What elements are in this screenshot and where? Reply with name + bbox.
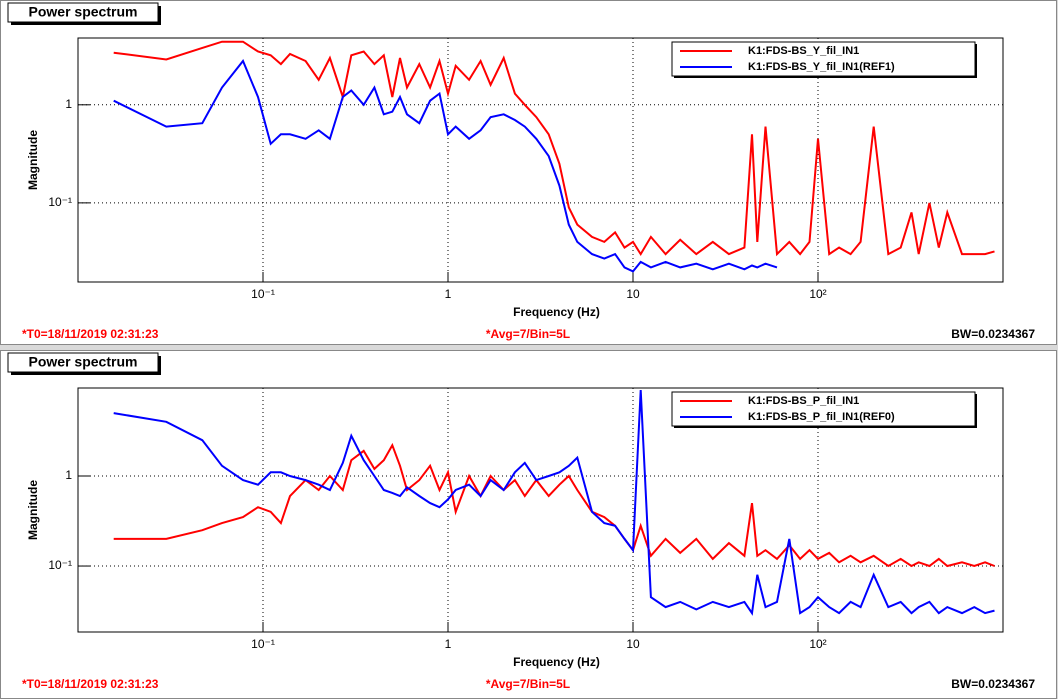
x-tick-label: 10 — [626, 637, 640, 651]
y-tick-label: 10⁻¹ — [48, 195, 72, 209]
footer-note: BW=0.0234367 — [951, 677, 1035, 691]
plot-area — [78, 388, 1003, 632]
footer-note: *Avg=7/Bin=5L — [486, 327, 570, 341]
plot-frame — [77, 387, 1004, 633]
panel: Power spectrum 10⁻¹ 1 10 10² 10⁻¹ 1 K1:FDS-BS_Y… — [0, 0, 1057, 345]
y-tick-label: 10⁻¹ — [48, 558, 72, 572]
footer-note: *T0=18/11/2019 02:31:23 — [22, 327, 159, 341]
x-tick-label: 10⁻¹ — [251, 287, 275, 301]
title-box — [7, 2, 159, 23]
legend-label: K1:FDS-BS_P_fil_IN1(REF0) — [748, 411, 895, 423]
x-tick-label: 1 — [445, 637, 452, 651]
series-line — [113, 390, 995, 616]
x-tick-label: 10² — [809, 637, 826, 651]
x-tick-label: 10⁻¹ — [251, 637, 275, 651]
x-axis-label: Frequency (Hz) — [513, 655, 600, 669]
legend-label: K1:FDS-BS_Y_fil_IN1 — [748, 45, 859, 57]
plot-area — [78, 38, 1003, 282]
y-tick-label: 1 — [65, 97, 72, 111]
x-tick-label: 10² — [809, 287, 826, 301]
legend-box — [671, 391, 976, 427]
legend-label: K1:FDS-BS_Y_fil_IN1(REF1) — [748, 61, 895, 73]
chart-title: Power spectrum — [29, 354, 138, 370]
x-axis-label: Frequency (Hz) — [513, 305, 600, 319]
footer-note: *T0=18/11/2019 02:31:23 — [22, 677, 159, 691]
y-tick-label: 1 — [65, 468, 72, 482]
footer-note: *Avg=7/Bin=5L — [486, 677, 570, 691]
series-line — [113, 59, 778, 273]
chart-title: Power spectrum — [29, 4, 138, 20]
y-axis-label: Magnitude — [26, 130, 40, 190]
legend-label: K1:FDS-BS_P_fil_IN1 — [748, 395, 859, 407]
panel: Power spectrum 10⁻¹ 1 10 10² 10⁻¹ 1 K1:FDS-BS_P… — [0, 350, 1057, 699]
y-axis-label: Magnitude — [26, 480, 40, 540]
legend-box — [671, 41, 976, 77]
title-box — [7, 352, 159, 373]
x-tick-label: 10 — [626, 287, 640, 301]
x-tick-label: 1 — [445, 287, 452, 301]
footer-note: BW=0.0234367 — [951, 327, 1035, 341]
plot-frame — [77, 37, 1004, 283]
